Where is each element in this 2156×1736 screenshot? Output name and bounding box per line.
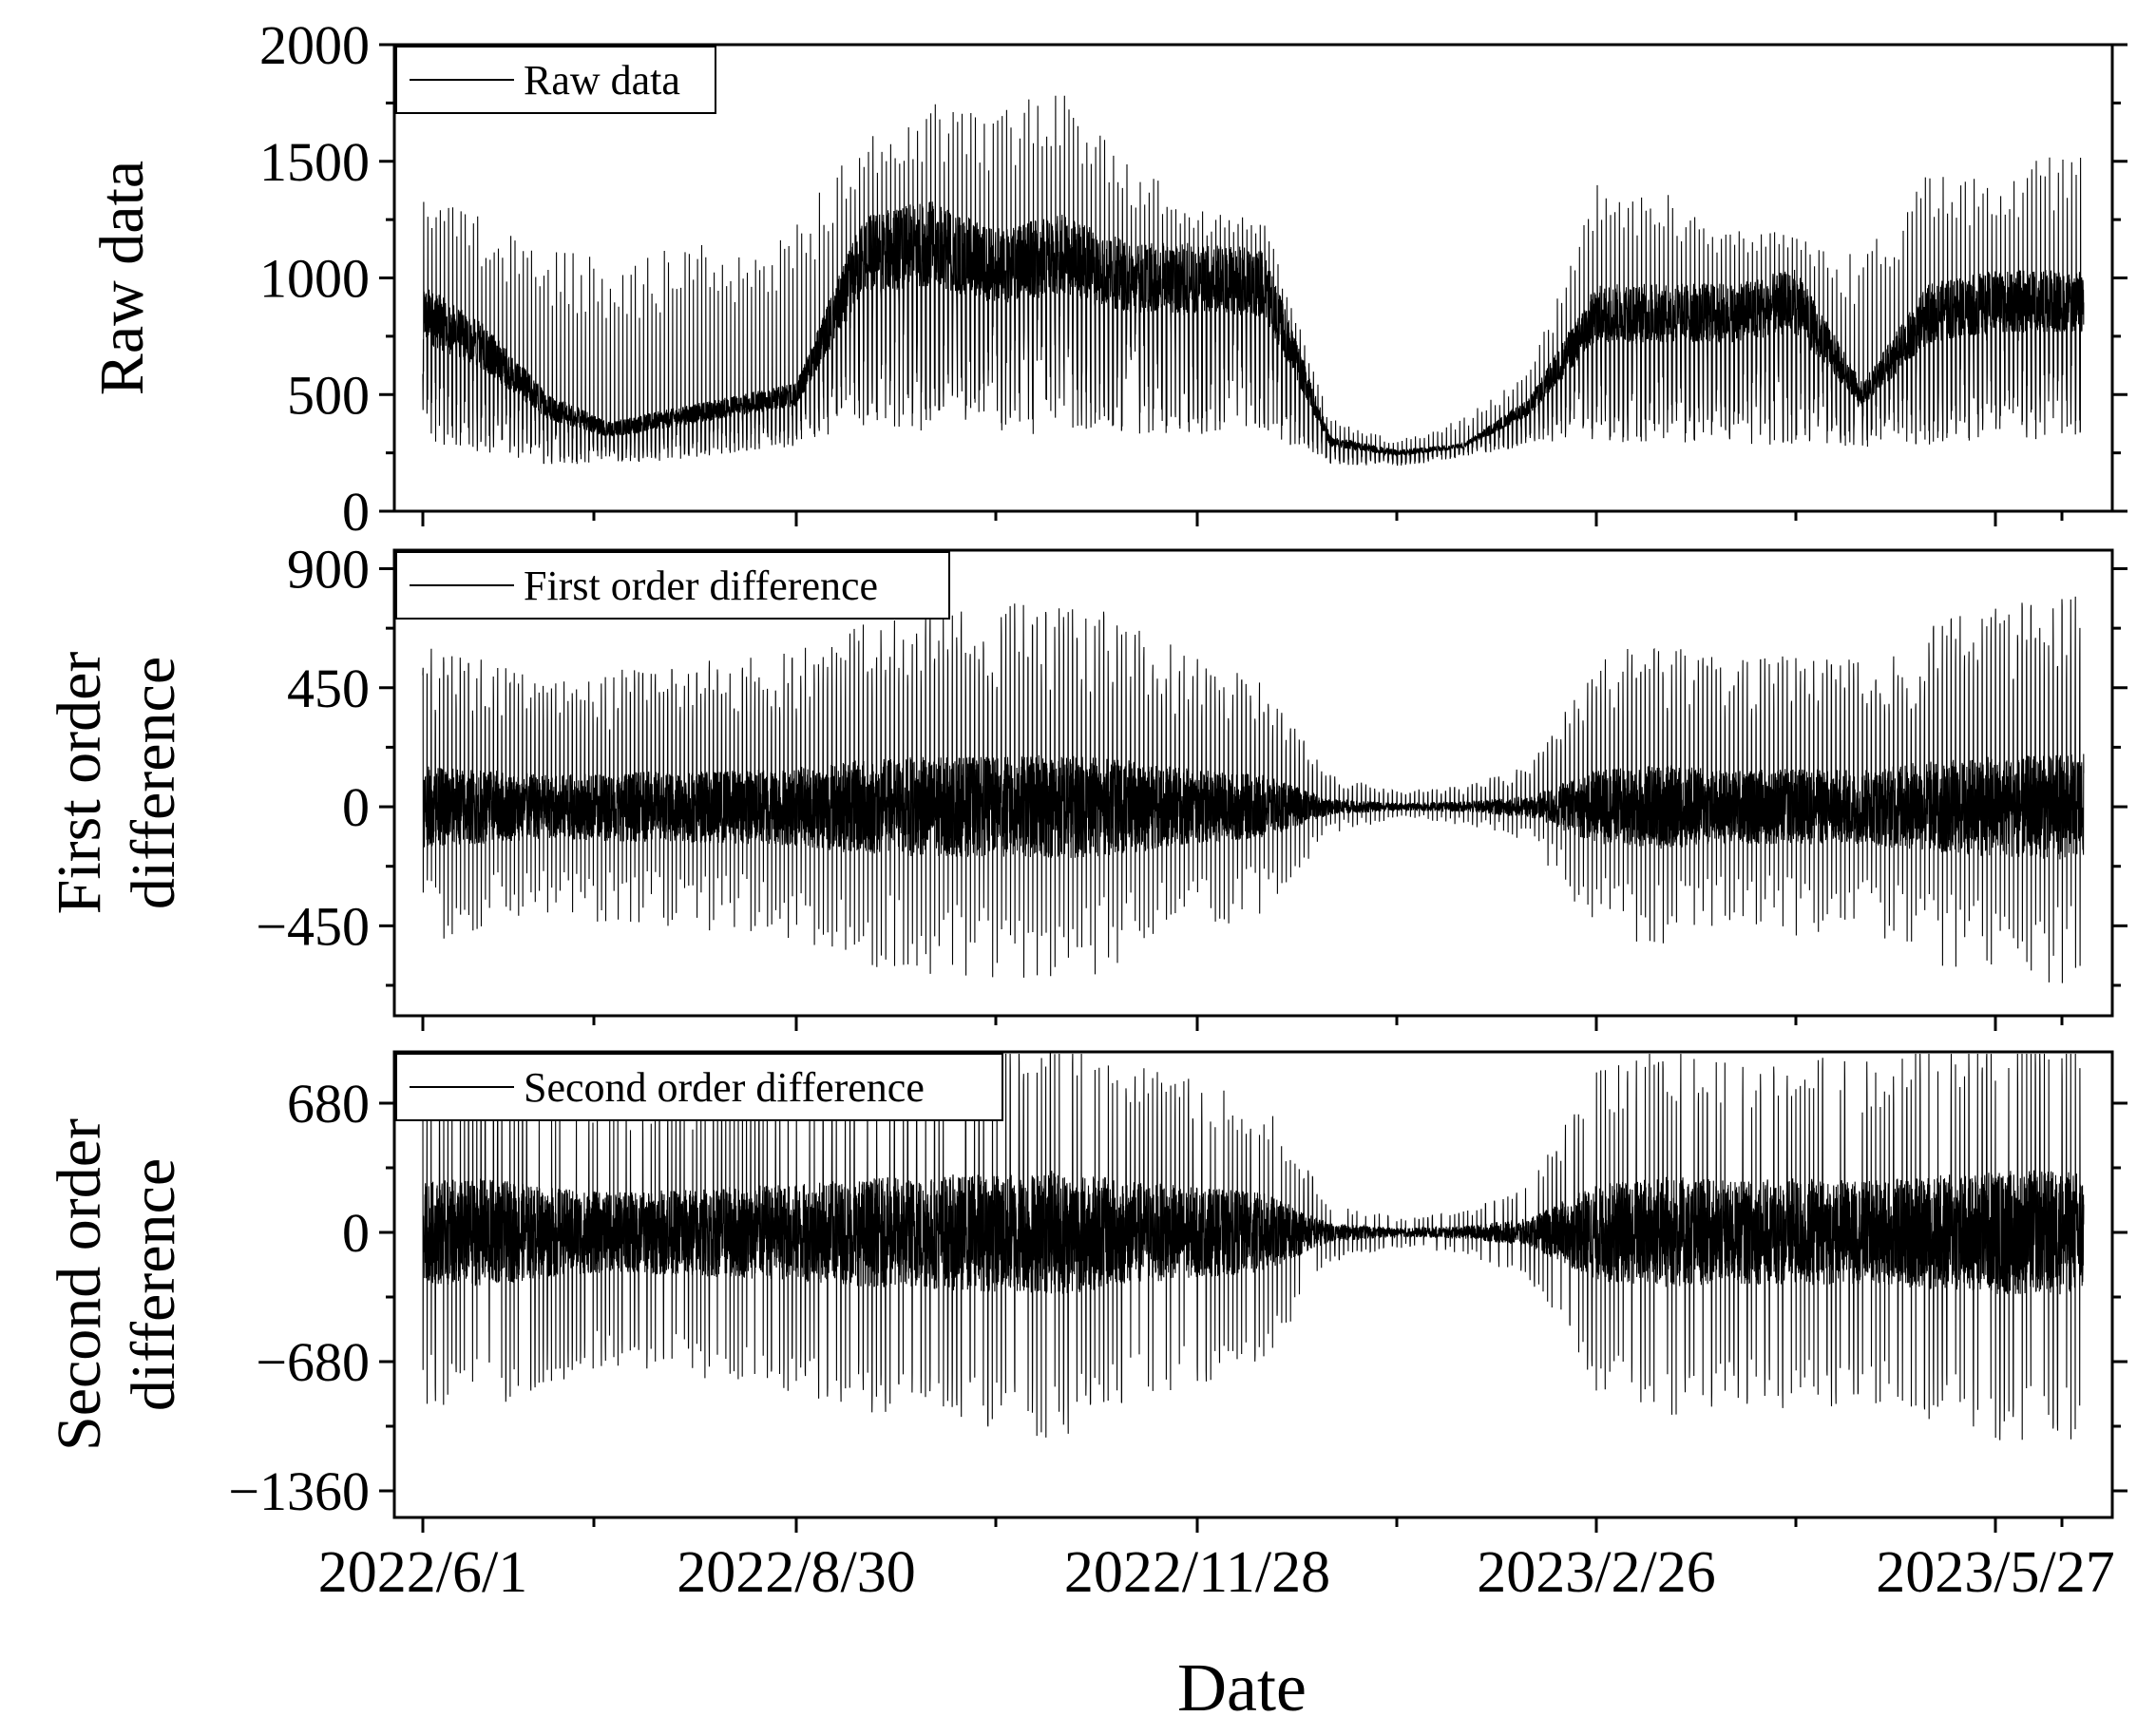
- plot-frame-first: [392, 548, 2114, 1018]
- y-tick-label-second: 680: [287, 1073, 370, 1135]
- y-tick-label-first: −450: [256, 895, 370, 957]
- y-axis-label-raw: Raw data: [87, 161, 157, 395]
- panel-first: −450 0 450 900 First orderdifference First or…: [45, 538, 2127, 1031]
- y-tick-label-raw: 2000: [259, 14, 370, 76]
- y-tick-label-first: 0: [342, 776, 370, 838]
- plot-frame-second: [392, 1050, 2114, 1519]
- legend-label-raw: Raw data: [524, 57, 680, 104]
- y-tick-label-second: 0: [342, 1202, 370, 1264]
- series-line-first: [422, 596, 2085, 983]
- y-tick-label-second: −1360: [228, 1460, 370, 1522]
- y-axis-label-first: First orderdifference: [45, 652, 188, 915]
- panel-second: −1360 −680 0 680 Second orderdifference Secon…: [45, 1050, 2127, 1533]
- x-axis-label: Date: [1177, 1650, 1307, 1726]
- x-tick-label: 2023/2/26: [1477, 1540, 1715, 1605]
- panel-raw: 0 500 1000 1500 2000 Raw data Raw data: [87, 14, 2127, 543]
- y-tick-label-first: 450: [287, 658, 370, 719]
- x-tick-label: 2022/11/28: [1064, 1540, 1330, 1605]
- chart-panels: 0 500 1000 1500 2000 Raw data Raw data −450 0 450…: [45, 14, 2127, 1605]
- y-tick-label-first: 900: [287, 538, 370, 600]
- y-tick-label-second: −680: [256, 1331, 370, 1393]
- y-tick-label-raw: 0: [342, 481, 370, 543]
- x-tick-label: 2022/6/1: [318, 1540, 527, 1605]
- series-line-raw: [422, 95, 2085, 467]
- x-tick-label: 2022/8/30: [677, 1540, 915, 1605]
- series-line-second: [422, 1053, 2085, 1440]
- y-axis-label-second: Second orderdifference: [45, 1118, 188, 1451]
- x-tick-label: 2023/5/27: [1876, 1540, 2114, 1605]
- y-tick-label-raw: 500: [287, 364, 370, 426]
- legend-label-second: Second order difference: [524, 1064, 925, 1111]
- y-tick-label-raw: 1000: [259, 248, 370, 310]
- legend-label-first: First order difference: [524, 563, 878, 609]
- y-tick-label-raw: 1500: [259, 131, 370, 193]
